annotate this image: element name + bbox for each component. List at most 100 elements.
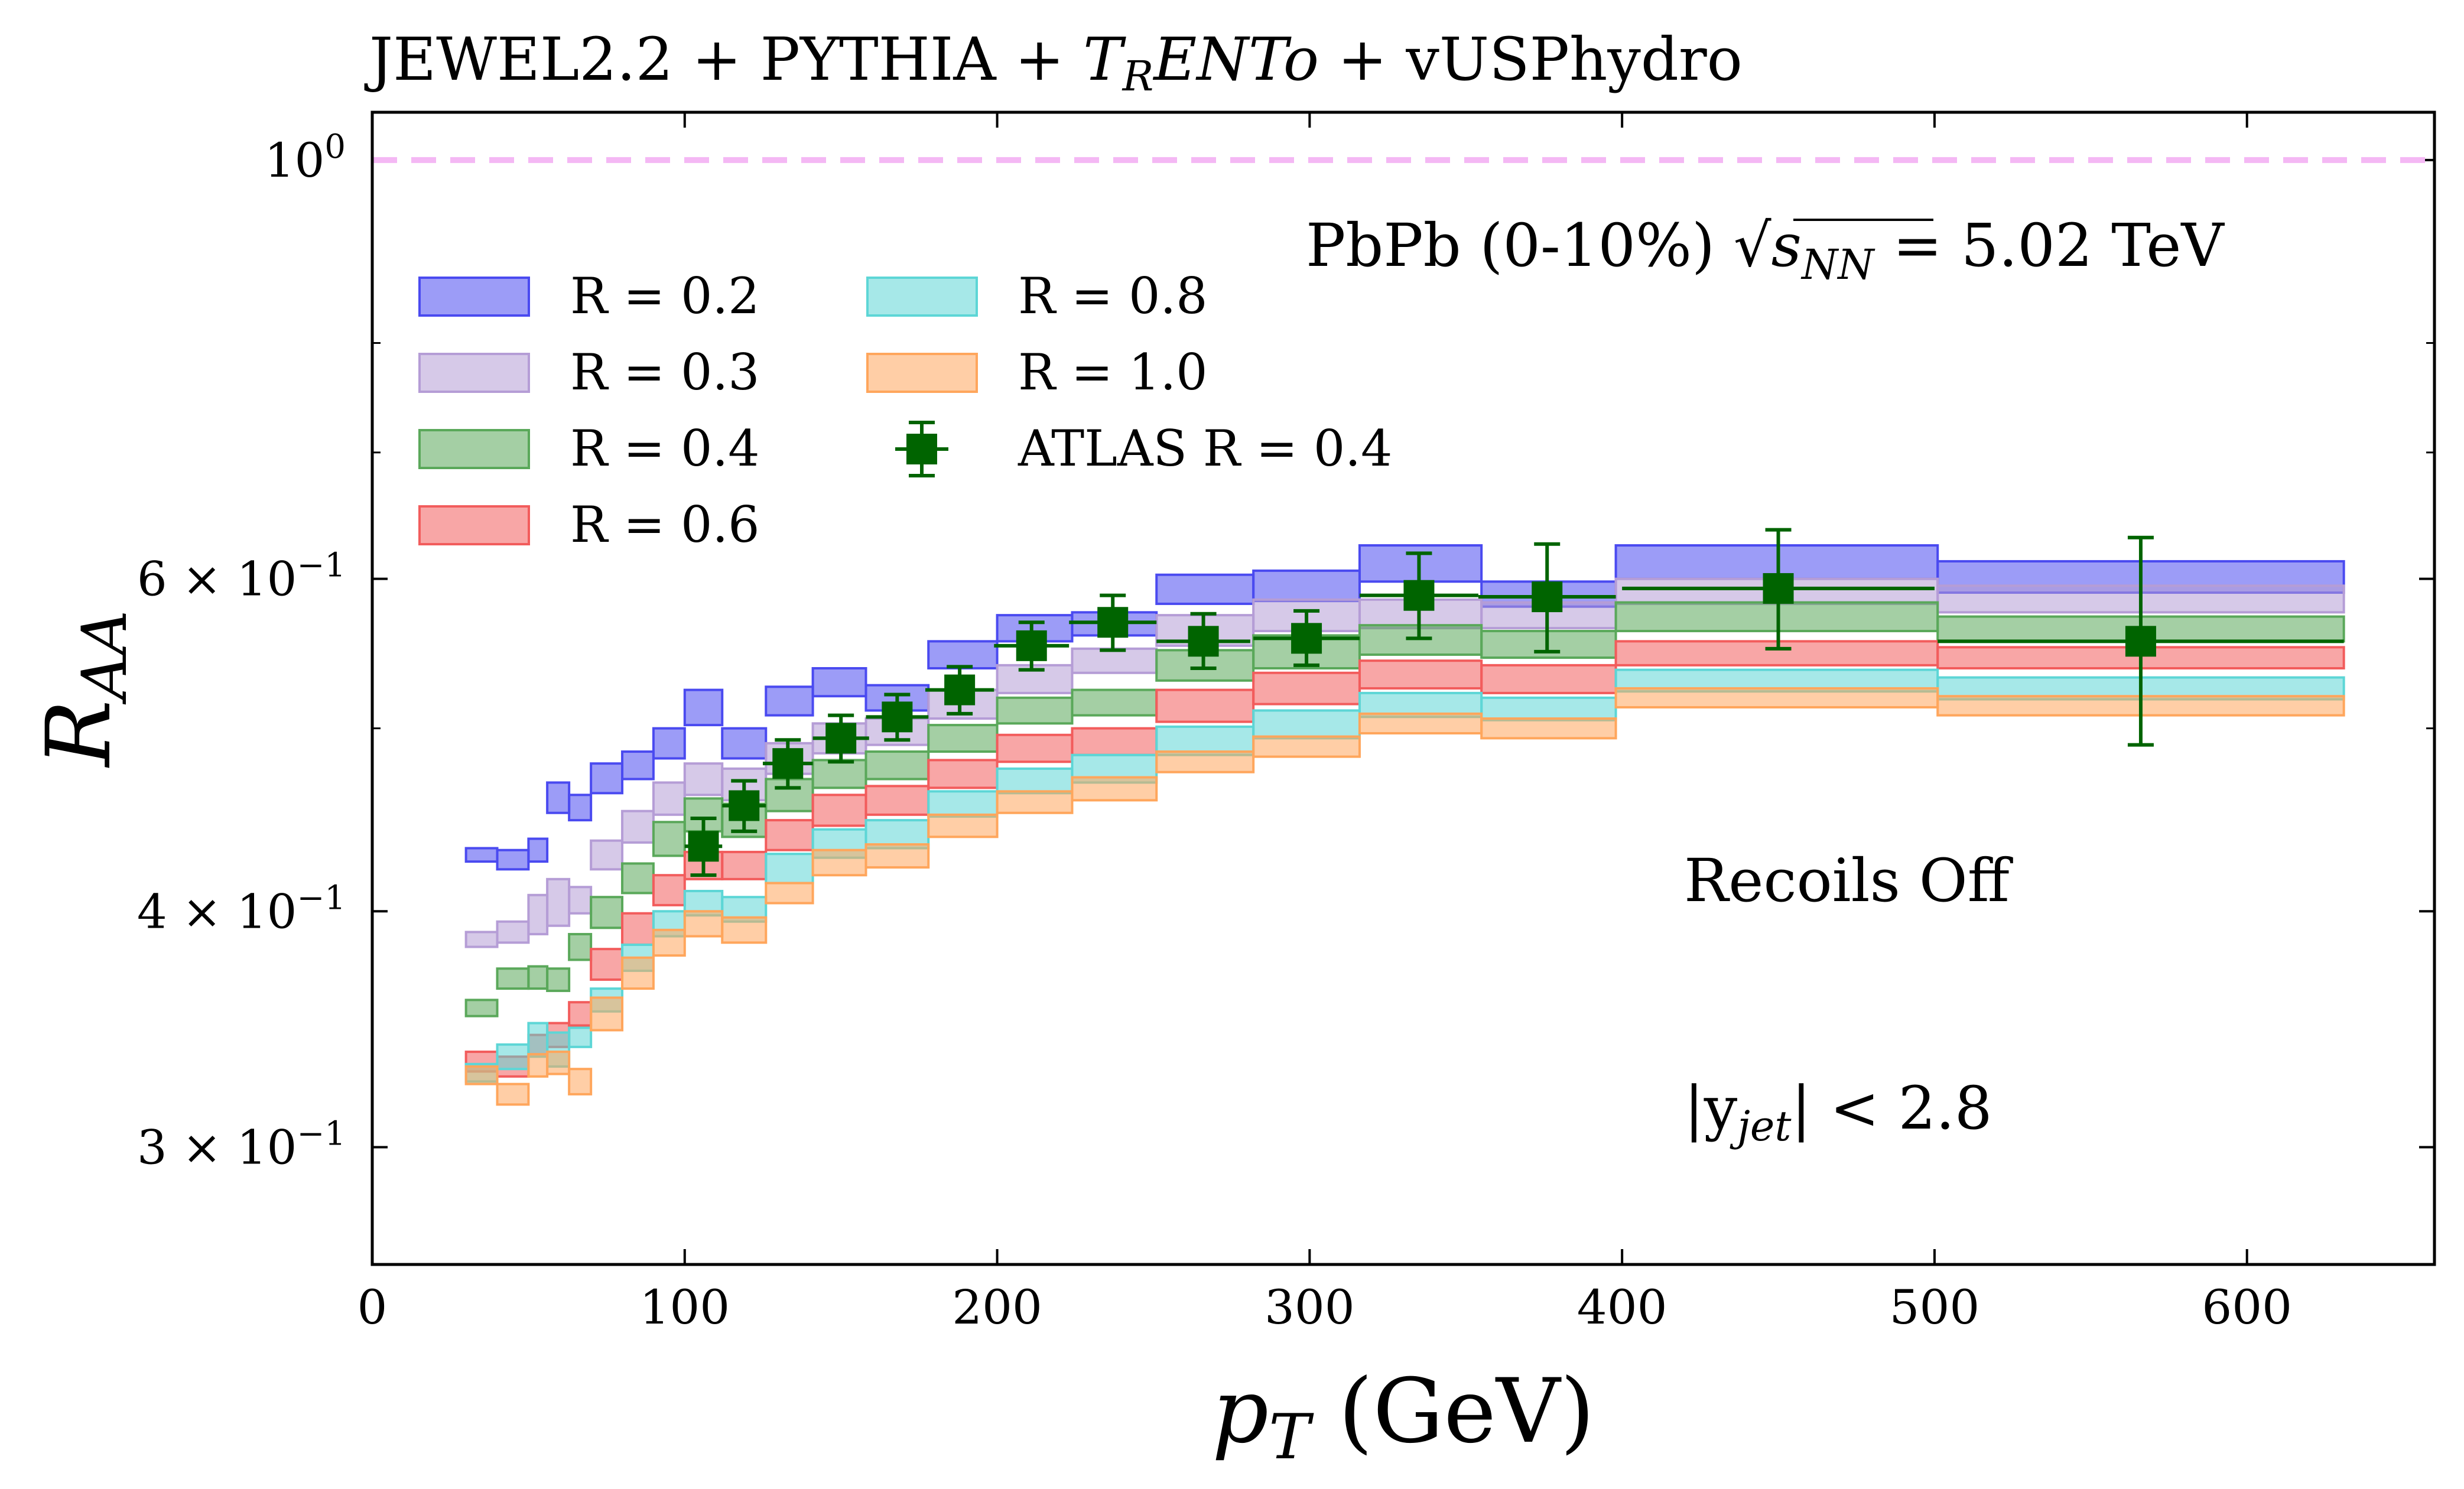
legend-swatch xyxy=(418,505,530,545)
band-segment xyxy=(527,965,549,990)
band-segment xyxy=(1071,727,1158,756)
band-segment xyxy=(811,848,867,877)
legend-label: R = 0.6 xyxy=(570,496,760,554)
plot-frame xyxy=(370,110,2436,1266)
band-segment xyxy=(464,999,499,1017)
band-segment xyxy=(927,759,999,789)
tick-layer xyxy=(371,112,2434,1264)
band-segment xyxy=(765,853,814,885)
x-axis-title: pT (GeV) xyxy=(1212,1360,1595,1473)
band-segment xyxy=(765,685,814,717)
legend-entry: R = 0.2 xyxy=(418,267,760,325)
band-segment xyxy=(546,781,571,814)
atlas-point xyxy=(1156,612,1250,670)
legend-entry: R = 0.8 xyxy=(866,267,1208,325)
band-segment xyxy=(621,912,655,946)
band-segment xyxy=(621,862,655,895)
y-tick-label: 6 × 10−1 xyxy=(137,547,346,607)
band-segment xyxy=(590,762,624,795)
band-segment xyxy=(568,794,593,822)
band-segment xyxy=(496,1082,530,1106)
band-segment xyxy=(996,733,1074,763)
band-segment xyxy=(1071,688,1158,717)
band-segment xyxy=(496,848,530,871)
y-axis-title: RAA xyxy=(28,610,141,769)
band-segment xyxy=(652,727,686,760)
band-segment xyxy=(621,809,655,844)
band-segment xyxy=(765,819,814,851)
band-segment xyxy=(1071,647,1158,674)
band-segment xyxy=(811,759,867,789)
band-segment xyxy=(568,1001,593,1027)
band-segment xyxy=(1252,671,1361,706)
band-segment xyxy=(864,750,930,781)
band-segment xyxy=(927,813,999,838)
x-tick-labels: 0 100 200 300 400 500 600 xyxy=(357,1280,2293,1335)
band-segment xyxy=(527,893,549,935)
x-tick-label: 200 xyxy=(952,1280,1042,1335)
atlas-point xyxy=(1069,593,1157,652)
series-band xyxy=(464,668,2345,1083)
band-segment xyxy=(1155,688,1255,723)
band-segment xyxy=(996,696,1074,725)
atlas-point xyxy=(812,713,869,764)
legend-label: R = 0.3 xyxy=(570,343,760,401)
x-tick-label: 300 xyxy=(1264,1280,1355,1335)
band-segment xyxy=(527,1053,549,1078)
legend-swatch xyxy=(866,353,978,393)
legend-swatch xyxy=(418,429,530,469)
x-tick-label: 100 xyxy=(639,1280,730,1335)
band-segment xyxy=(811,794,867,827)
legend-label: R = 1.0 xyxy=(1018,343,1208,401)
band-layer xyxy=(464,544,2345,1106)
band-segment xyxy=(464,1065,499,1085)
x-tick-label: 400 xyxy=(1577,1280,1667,1335)
legend-label: R = 0.2 xyxy=(570,267,760,325)
legend-entry: R = 0.6 xyxy=(418,496,760,554)
y-tick-labels: 100 6 × 10−1 4 × 10−1 3 × 10−1 xyxy=(137,128,346,1175)
band-segment xyxy=(568,932,593,961)
band-segment xyxy=(927,724,999,753)
x-tick-label: 0 xyxy=(357,1280,388,1335)
x-tick-label: 500 xyxy=(1890,1280,1980,1335)
annotation-rapidity: |yjet| < 2.8 xyxy=(1684,1074,1992,1150)
band-segment xyxy=(1252,709,1361,740)
band-segment xyxy=(590,896,624,929)
band-segment xyxy=(864,785,930,816)
band-segment xyxy=(996,790,1074,814)
annotation-recoils: Recoils Off xyxy=(1684,846,2014,915)
atlas-point xyxy=(1253,609,1360,667)
band-segment xyxy=(621,956,655,990)
band-segment xyxy=(652,781,686,816)
band-segment xyxy=(568,1068,593,1095)
band-segment xyxy=(1155,725,1255,756)
atlas-point xyxy=(722,779,766,833)
legend-swatch xyxy=(866,277,978,317)
band-segment xyxy=(683,910,724,938)
band-segment xyxy=(527,837,549,863)
band-segment xyxy=(683,688,724,727)
band-segment xyxy=(464,847,499,863)
legend-swatch xyxy=(418,353,530,393)
band-segment xyxy=(652,874,686,906)
x-tick-label: 600 xyxy=(2202,1280,2292,1335)
band-segment xyxy=(1358,712,1483,734)
legend-entry: R = 0.4 xyxy=(418,420,760,477)
y-tick-label: 4 × 10−1 xyxy=(137,879,346,939)
band-segment xyxy=(652,928,686,957)
annotation-collision-system: PbPb (0-10%) √sNN = 5.02 TeV xyxy=(1306,211,2225,289)
atlas-point xyxy=(684,817,723,877)
band-segment xyxy=(927,790,999,818)
atlas-point xyxy=(866,693,929,742)
band-segment xyxy=(568,1026,593,1048)
atlas-point xyxy=(762,738,813,790)
band-segment xyxy=(568,886,593,915)
band-segment xyxy=(496,1043,530,1071)
y-tick-label: 3 × 10−1 xyxy=(137,1114,346,1175)
atlas-point xyxy=(1478,542,1616,654)
band-segment xyxy=(683,762,724,796)
band-segment xyxy=(721,850,768,880)
band-segment xyxy=(1252,569,1361,603)
band-segment xyxy=(621,750,655,781)
